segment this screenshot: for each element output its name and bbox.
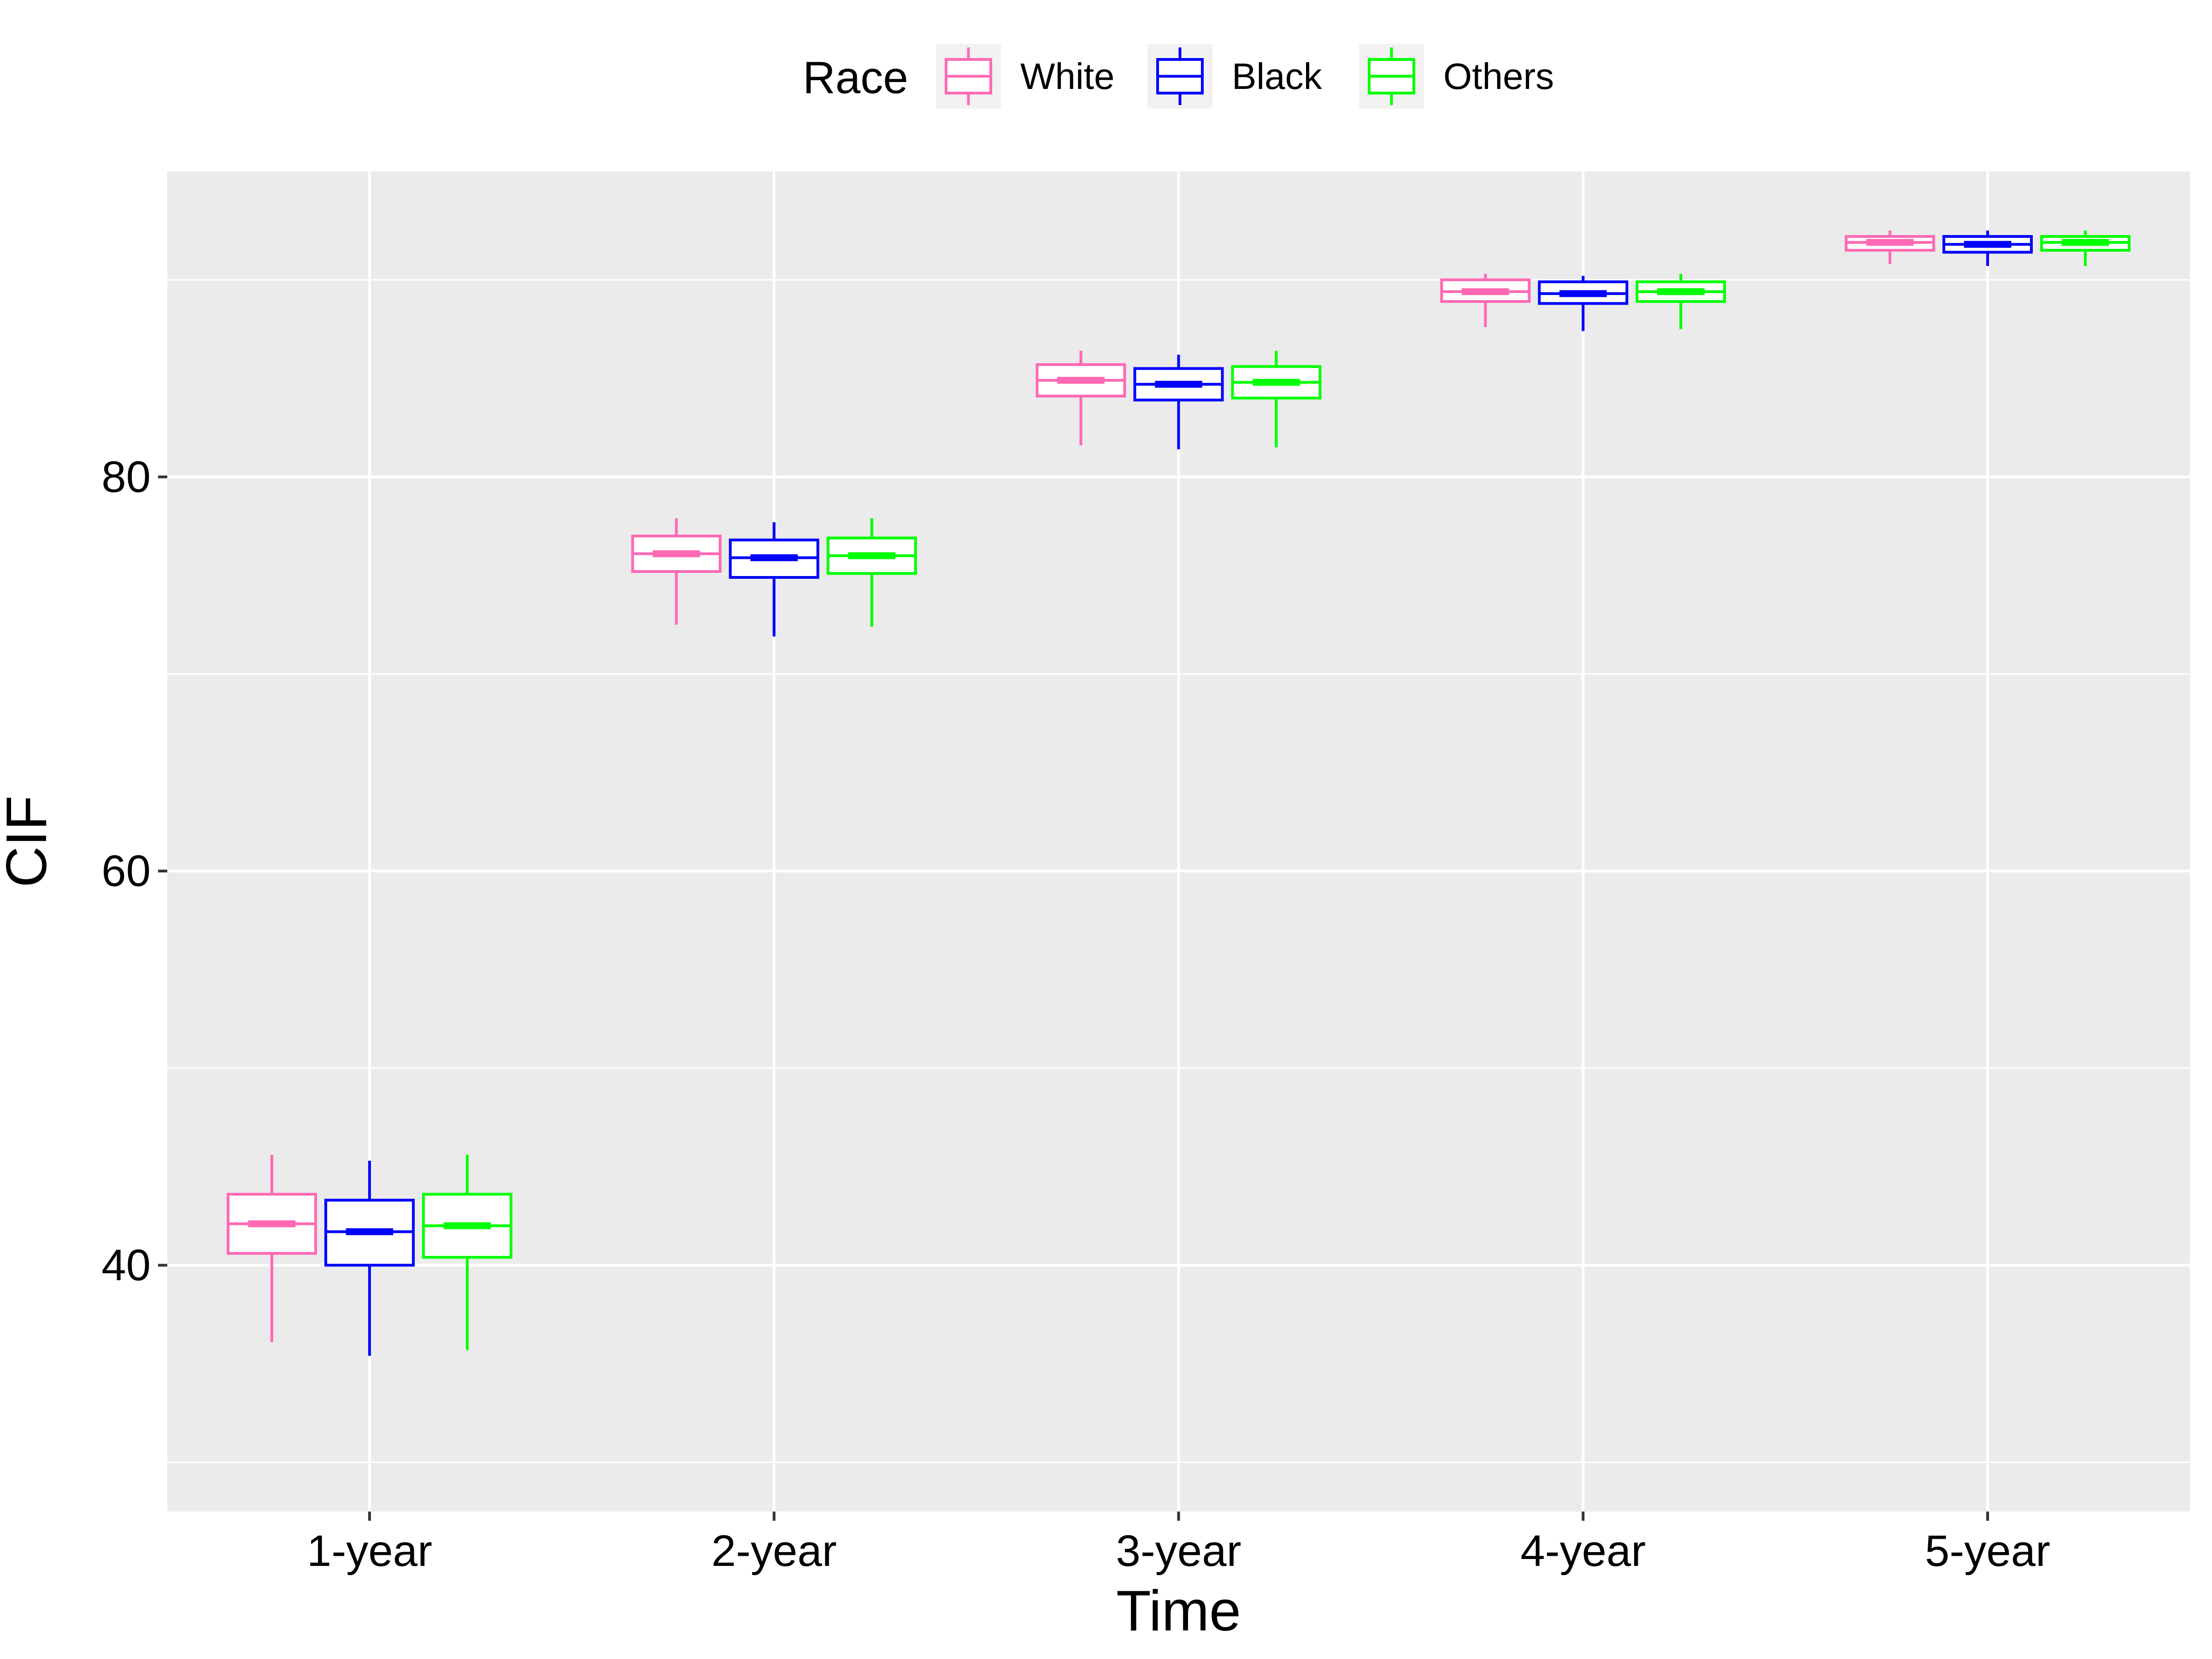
box-black-3-year: [1133, 354, 1224, 449]
box-white-5-year: [1845, 230, 1936, 264]
box-others-5-year: [2040, 230, 2131, 266]
box-others-4-year: [1635, 274, 1726, 329]
legend-label: Others: [1443, 56, 1554, 97]
legend-entry-black: Black: [1147, 44, 1323, 109]
legend-entry-others: Others: [1359, 44, 1554, 109]
y-tick-label: 40: [101, 1241, 151, 1290]
x-tick-label: 1-year: [307, 1526, 432, 1576]
box-white-4-year: [1440, 274, 1531, 327]
legend: Race White Black Others: [803, 44, 1554, 109]
legend-title: Race: [803, 52, 908, 103]
x-tick-label: 5-year: [1925, 1526, 2050, 1576]
box-black-4-year: [1538, 276, 1629, 331]
box-white-1-year: [226, 1154, 317, 1342]
box-others-2-year: [826, 518, 917, 627]
box-black-2-year: [729, 522, 819, 637]
box-others-1-year: [422, 1154, 512, 1350]
legend-label: Black: [1232, 56, 1323, 97]
y-tick-label: 80: [101, 452, 151, 501]
y-axis-title: CIF: [0, 795, 59, 888]
box-black-5-year: [1942, 230, 2033, 266]
axes: 40 60 80 1-year 2-year 3-year 4-year 5-year: [101, 452, 2050, 1576]
legend-label: White: [1020, 56, 1115, 97]
y-tick-label: 60: [101, 847, 151, 896]
box-white-3-year: [1035, 351, 1126, 446]
box-black-1-year: [324, 1160, 415, 1356]
x-tick-label: 4-year: [1520, 1526, 1646, 1576]
legend-entry-white: White: [936, 44, 1115, 109]
x-tick-label: 2-year: [712, 1526, 837, 1576]
box-others-3-year: [1231, 351, 1322, 447]
box-plots: [226, 230, 2131, 1356]
x-tick-label: 3-year: [1116, 1526, 1241, 1576]
box-white-2-year: [631, 518, 722, 625]
x-axis-title: Time: [1116, 1579, 1241, 1643]
